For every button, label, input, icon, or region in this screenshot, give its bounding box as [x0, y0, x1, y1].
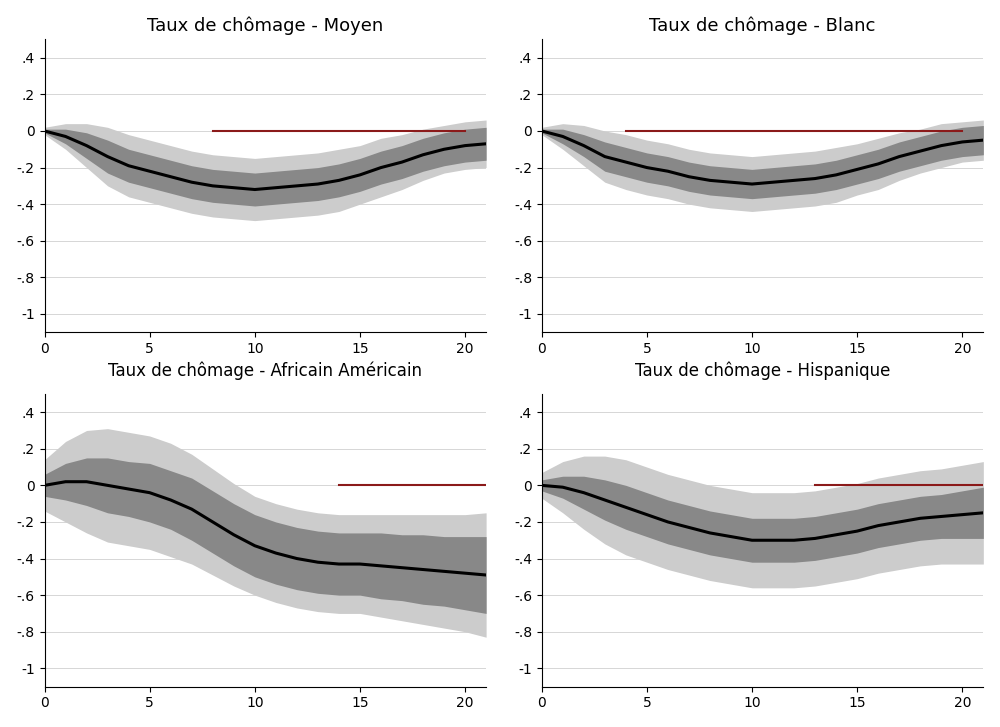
X-axis label: Taux de chômage - Africain Américain: Taux de chômage - Africain Américain: [108, 361, 422, 380]
Title: Taux de chômage - Blanc: Taux de chômage - Blanc: [649, 17, 876, 35]
X-axis label: Taux de chômage - Hispanique: Taux de chômage - Hispanique: [635, 361, 890, 380]
Title: Taux de chômage - Moyen: Taux de chômage - Moyen: [147, 17, 383, 35]
